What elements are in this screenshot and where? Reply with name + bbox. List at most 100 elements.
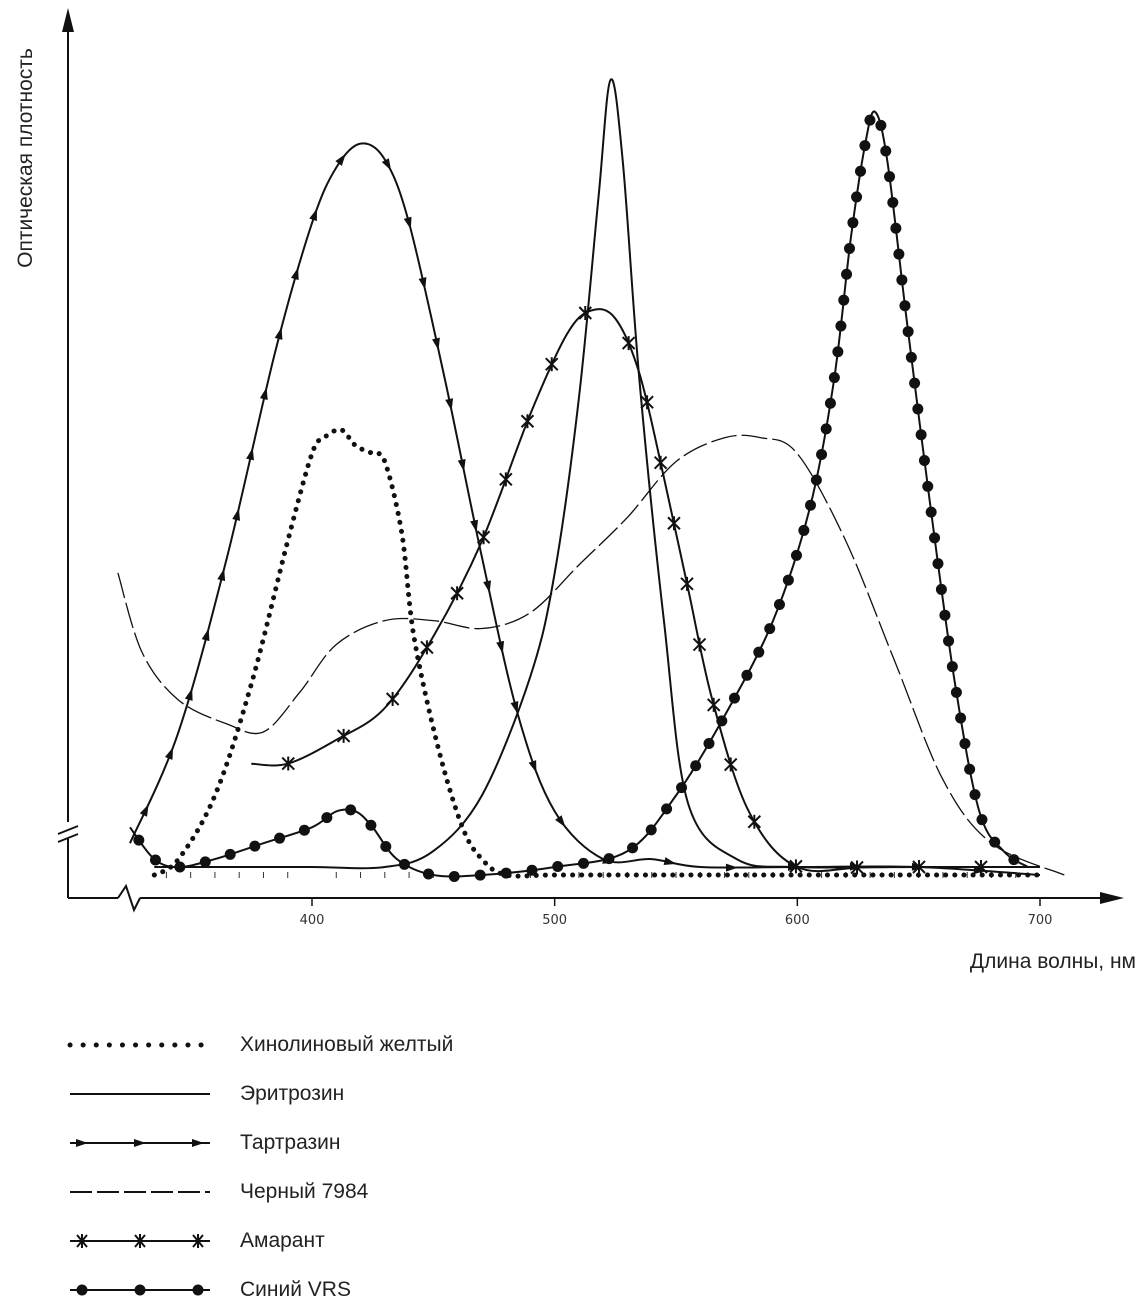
series-x-markers [251, 306, 992, 875]
x-tick-label: 700 [1028, 913, 1053, 928]
data-point [281, 756, 295, 771]
data-point [1008, 854, 1020, 866]
data-point [950, 686, 962, 698]
legend-label: Амарант [240, 1228, 325, 1252]
data-point [850, 860, 864, 875]
x-axis-label: Длина волны, нм [970, 950, 1136, 973]
data-point [946, 661, 958, 673]
data-point [676, 782, 688, 794]
data-point [844, 242, 856, 254]
legend-label: Хинолиновый желтый [240, 1032, 454, 1056]
data-point [274, 327, 283, 340]
data-point [381, 158, 392, 171]
x-axis-arrow [1100, 892, 1124, 904]
data-point [747, 814, 762, 829]
legend-item: Эритрозин [60, 1069, 660, 1118]
data-point [445, 398, 454, 411]
data-point [483, 580, 492, 593]
series-dashed [117, 434, 1065, 876]
data-point [805, 499, 817, 511]
data-point [224, 848, 236, 860]
data-point [661, 803, 673, 815]
data-point [552, 861, 564, 873]
data-point [690, 760, 702, 772]
data-point [274, 832, 286, 844]
data-point [385, 691, 400, 706]
series-layer [117, 78, 1065, 882]
data-point [578, 306, 592, 321]
data-point [902, 326, 914, 338]
data-point [989, 836, 1001, 848]
data-point [448, 870, 460, 882]
data-point [724, 757, 738, 772]
data-point [764, 623, 776, 635]
data-point [918, 455, 930, 467]
legend-marker [192, 1233, 204, 1248]
data-point [820, 423, 832, 435]
data-point [925, 506, 937, 518]
data-point [217, 568, 226, 582]
legend-marker [192, 1138, 204, 1147]
data-point [909, 377, 921, 389]
series-arrows [129, 142, 1041, 876]
data-point [890, 222, 902, 234]
legend-item: Хинолиновый желтый [60, 1020, 660, 1069]
legend-marker [76, 1284, 88, 1295]
data-point [864, 114, 876, 126]
data-point [457, 458, 466, 472]
data-point [955, 712, 967, 724]
data-point [915, 429, 927, 441]
data-point [321, 812, 333, 824]
data-point [450, 586, 464, 601]
data-point [912, 860, 926, 874]
data-point [184, 688, 193, 701]
data-point [728, 692, 740, 704]
data-point [932, 558, 944, 570]
x-tick-labels: 400 500 600 700 [300, 913, 1053, 928]
data-point [621, 336, 636, 351]
legend-item: Тартразин [60, 1118, 660, 1167]
data-point [851, 191, 863, 203]
data-point [824, 397, 836, 409]
series-line [151, 427, 1043, 879]
data-point [943, 635, 955, 647]
data-point [422, 868, 434, 880]
data-point [884, 171, 896, 183]
data-point [841, 268, 853, 280]
data-point [905, 351, 917, 363]
data-point [249, 840, 261, 852]
legend-marker [134, 1284, 146, 1295]
data-point [835, 320, 847, 332]
data-point [398, 858, 410, 870]
data-point [640, 395, 654, 410]
data-point [935, 583, 947, 595]
data-point [680, 576, 694, 591]
data-point [232, 508, 241, 521]
data-point [798, 524, 810, 536]
data-point [653, 455, 668, 470]
data-point [335, 153, 346, 166]
data-point [290, 267, 299, 281]
series-dotted [151, 427, 1043, 879]
data-point [139, 804, 149, 817]
y-axis-label: Оптическая плотность [14, 48, 37, 268]
series-line [117, 434, 1065, 876]
series-dots [129, 110, 1029, 882]
legend-marker [192, 1284, 204, 1295]
data-point [345, 804, 357, 816]
legend-swatch [70, 1092, 210, 1095]
data-point [555, 815, 566, 828]
data-point [725, 863, 738, 872]
data-point [603, 853, 615, 865]
data-point [336, 728, 351, 743]
data-point [149, 854, 161, 866]
legend-swatch [70, 1284, 210, 1295]
data-point [899, 300, 911, 312]
x-axis-break [117, 883, 141, 913]
data-point [782, 574, 794, 586]
data-point [976, 814, 988, 826]
data-point [578, 857, 590, 869]
data-point [500, 867, 512, 879]
data-point [663, 857, 677, 865]
data-point [741, 669, 753, 681]
